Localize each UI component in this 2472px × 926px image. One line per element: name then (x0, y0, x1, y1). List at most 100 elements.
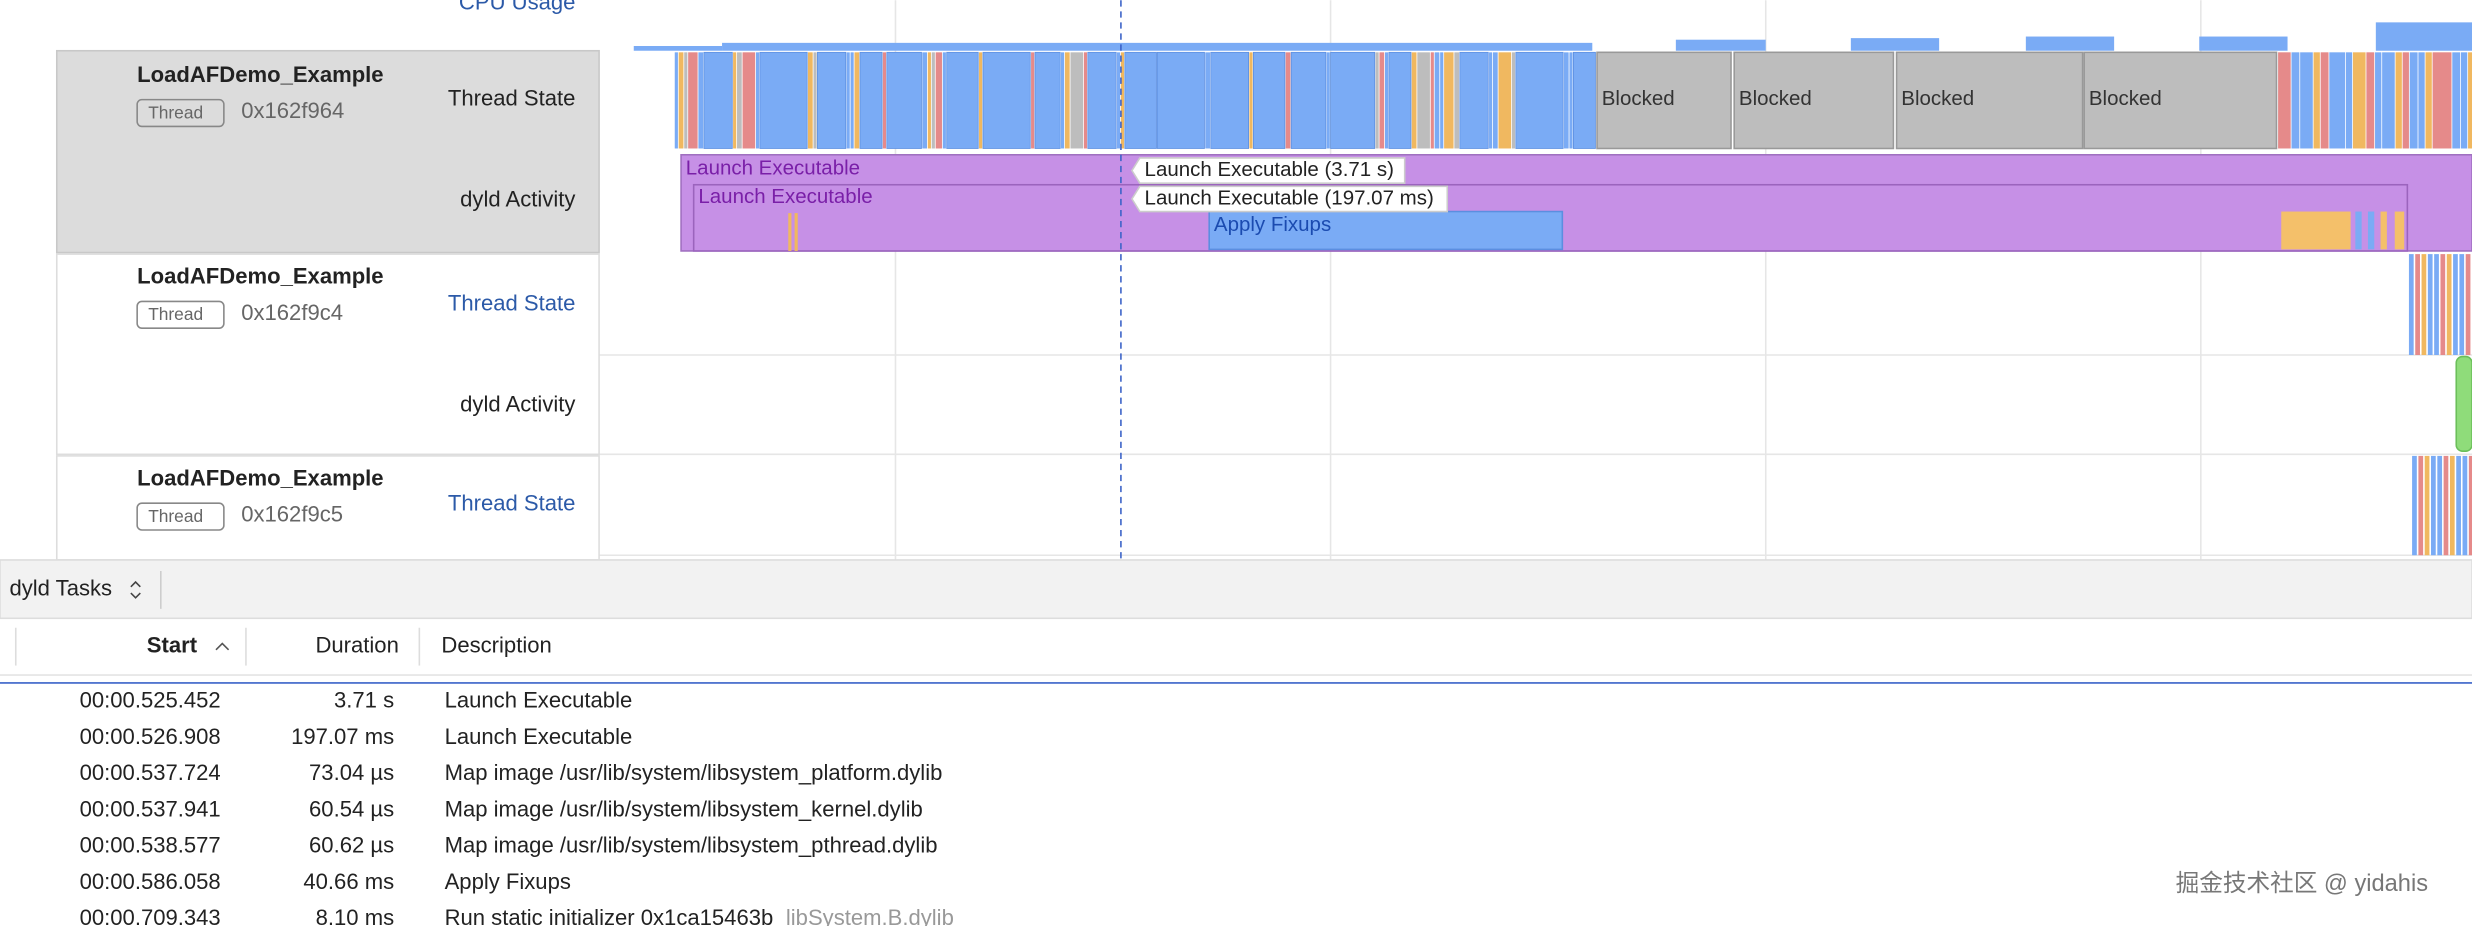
state-stripe (1411, 52, 1417, 149)
cell-duration: 197.07 ms (291, 724, 394, 749)
track-label[interactable]: Thread State (448, 491, 576, 516)
state-stripe (2415, 254, 2420, 356)
track-label: dyld Activity (460, 391, 575, 416)
table-header (0, 619, 2472, 676)
track-label[interactable]: Thread State (448, 290, 576, 315)
state-stripe (678, 52, 684, 149)
state-stripe (1083, 52, 1088, 149)
dyld-interval (2455, 355, 2472, 452)
state-stripe (1285, 52, 1291, 149)
state-stripe (2468, 455, 2472, 556)
thread-badge-label: Thread (148, 506, 203, 526)
state-stripe (854, 52, 860, 149)
state-stripe (2452, 52, 2461, 149)
track-label: dyld Activity (460, 186, 575, 211)
track-label: Thread State (448, 85, 576, 110)
state-stripe (2375, 52, 2382, 149)
blocked-label: Blocked (1901, 87, 1974, 110)
state-stripe (2446, 254, 2452, 356)
thread-state-stripes (674, 51, 2472, 556)
state-stripe (1210, 51, 1250, 149)
state-stripe (1031, 52, 1035, 149)
cell-start: 00:00.538.577 (80, 833, 221, 858)
tooltip-label: Launch Executable (3.71 s) (1145, 158, 1394, 181)
state-stripe (737, 52, 742, 149)
state-stripe (850, 52, 854, 149)
thread-id: 0x162f964 (241, 98, 344, 123)
thread-id: 0x162f9c4 (241, 300, 343, 325)
state-stripe (733, 52, 737, 149)
state-stripe (742, 52, 756, 149)
state-stripe (759, 51, 808, 149)
cell-start: 00:00.526.908 (80, 724, 221, 749)
cell-description: Apply Fixups (445, 869, 571, 894)
state-stripe (2418, 52, 2425, 149)
state-stripe (1459, 51, 1489, 149)
state-stripe (1572, 51, 1596, 149)
selector-chevron[interactable] (130, 580, 141, 599)
state-stripe (1070, 52, 1084, 149)
cell-start: 00:00.537.941 (80, 796, 221, 821)
state-stripe (2424, 455, 2430, 556)
state-stripe (2437, 455, 2443, 556)
state-stripe (813, 52, 817, 149)
column-header[interactable]: Description (441, 632, 551, 657)
cell-start: 00:00.537.724 (80, 760, 221, 785)
state-stripe (846, 52, 850, 149)
state-stripe (2449, 455, 2455, 556)
state-stripe (2402, 52, 2409, 149)
thread-header[interactable] (55, 455, 600, 561)
state-stripe (922, 52, 927, 149)
state-stripe (2320, 52, 2329, 149)
state-stripe (882, 52, 887, 149)
state-stripe (1290, 51, 1327, 149)
state-stripe (703, 51, 733, 149)
state-stripe (1569, 52, 1573, 149)
state-stripe (2460, 52, 2468, 149)
column-header[interactable]: Start (147, 632, 198, 657)
thread-badge[interactable] (136, 300, 225, 329)
state-stripe (1205, 52, 1210, 149)
state-stripe (698, 52, 704, 149)
state-stripe (1124, 51, 1157, 149)
state-stripe (1434, 52, 1440, 149)
state-stripe (1388, 51, 1412, 149)
state-stripe (2431, 455, 2436, 556)
state-stripe (807, 52, 813, 149)
cell-duration: 73.04 µs (309, 760, 394, 785)
state-stripe (1511, 52, 1516, 149)
cell-duration: 3.71 s (334, 688, 394, 713)
column-header[interactable]: Duration (315, 632, 398, 657)
thread-name: LoadAFDemo_Example (137, 62, 383, 87)
state-stripe (2456, 455, 2461, 556)
tooltip (1131, 157, 1406, 184)
state-stripe (979, 52, 983, 149)
state-stripe (942, 52, 946, 149)
blocked-label: Blocked (1602, 87, 1675, 110)
state-stripe (2443, 455, 2449, 556)
state-stripe (1116, 52, 1121, 149)
thread-header[interactable] (55, 49, 600, 254)
state-stripe (859, 51, 883, 149)
sort-indicator (215, 642, 230, 651)
state-stripe (2468, 52, 2472, 149)
state-stripe (1379, 52, 1385, 149)
state-stripe (755, 52, 760, 149)
detail-selector[interactable]: dyld Tasks (9, 576, 112, 601)
thread-badge[interactable] (136, 98, 225, 128)
state-stripe (2432, 52, 2452, 149)
interval-label: Launch Executable (686, 156, 860, 179)
cell-description: Map image /usr/lib/system/libsystem_pthr… (445, 833, 938, 858)
cell-duration: 60.62 µs (309, 833, 394, 858)
state-stripe (2313, 52, 2320, 149)
state-stripe (2345, 52, 2353, 149)
state-stripe (688, 52, 698, 149)
thread-badge[interactable] (136, 502, 225, 531)
state-stripe (1492, 52, 1498, 149)
state-stripe (982, 51, 1031, 149)
detail-toolbar (0, 559, 2472, 620)
thread-header[interactable] (55, 253, 600, 456)
state-stripe (1087, 51, 1117, 149)
state-stripe (1440, 52, 1444, 149)
